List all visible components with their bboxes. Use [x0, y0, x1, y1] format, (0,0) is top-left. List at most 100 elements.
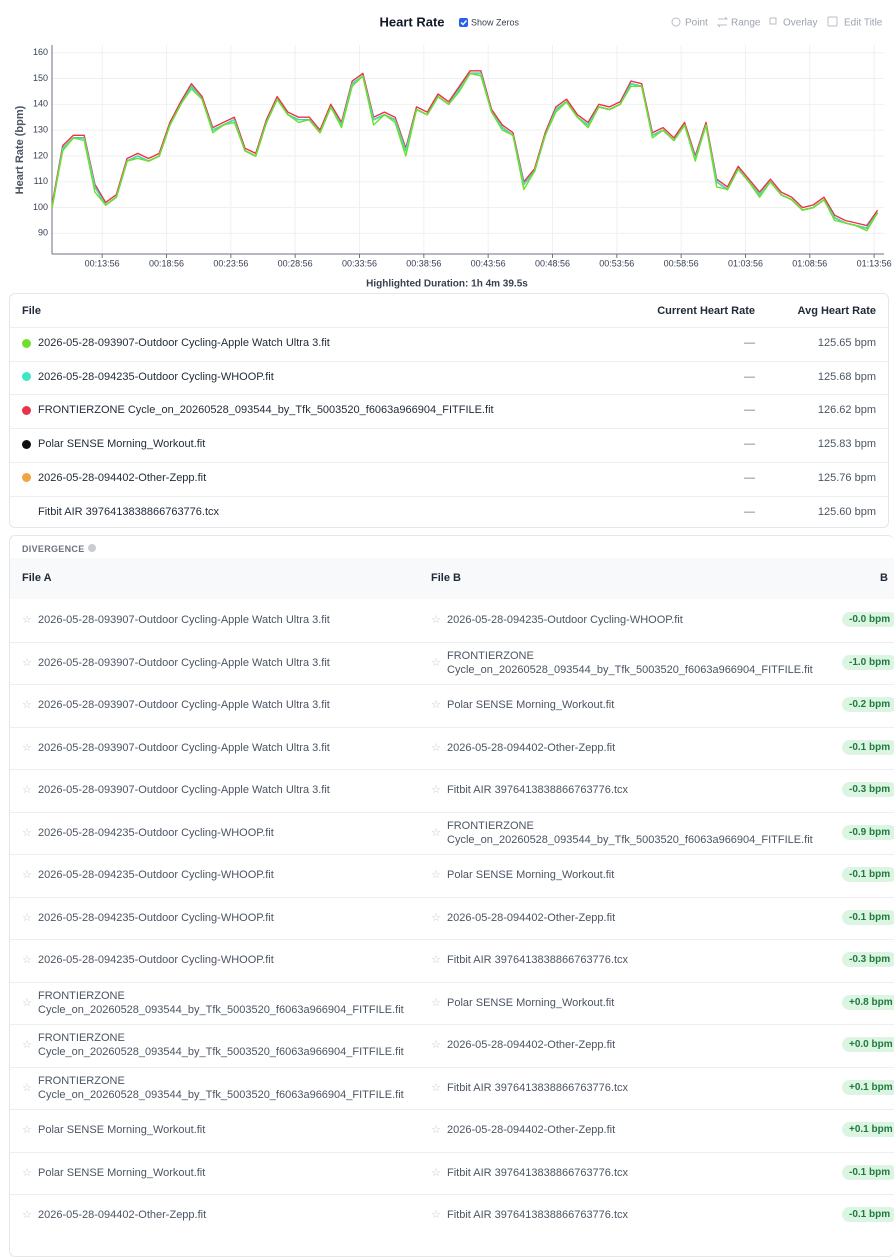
row-separator — [10, 394, 888, 396]
current-heart-rate: — — [744, 370, 755, 383]
file-a: FRONTIERZONE Cycle_on_20260528_093544_by… — [38, 1032, 404, 1058]
y-tick-label: 140 — [33, 99, 48, 109]
bias-badge: +0.0 bpm — [842, 1037, 894, 1052]
star-button[interactable]: ☆ — [22, 1166, 32, 1179]
current-heart-rate: — — [744, 404, 755, 417]
file-a: 2026-05-28-094235-Outdoor Cycling-WHOOP.… — [38, 869, 274, 881]
file-b: Fitbit AIR 3976413838866763776.tcx — [447, 1166, 629, 1179]
star-button[interactable]: ☆ — [431, 784, 441, 796]
avg-heart-rate: 125.68 bpm — [817, 370, 876, 383]
help-icon — [88, 544, 96, 552]
star-button[interactable]: ☆ — [431, 1039, 441, 1051]
row-separator — [10, 461, 888, 463]
y-tick-label: 90 — [38, 228, 48, 238]
bias-badge: -1.0 bpm — [842, 654, 894, 670]
star-button[interactable]: ☆ — [22, 1124, 32, 1136]
checkbox-label[interactable]: Show Zeros — [471, 17, 520, 27]
star-button[interactable]: ☆ — [431, 1081, 441, 1094]
star-button[interactable]: ☆ — [22, 869, 32, 881]
avg-heart-rate: 125.60 bpm — [817, 505, 876, 518]
x-tick-label: 01:13:56 — [857, 258, 892, 268]
file-a: 2026-05-28-094235-Outdoor Cycling-WHOOP.… — [38, 911, 274, 924]
file-b: FRONTIERZONE Cycle_on_20260528_093544_by… — [447, 819, 813, 846]
toolbar-action[interactable]: Range — [731, 18, 761, 29]
file-b: 2026-05-28-094402-Other-Zepp.fit — [447, 911, 616, 924]
x-tick-label: 00:48:56 — [535, 258, 570, 268]
star-button[interactable]: ☆ — [22, 656, 32, 669]
star-button[interactable]: ☆ — [431, 954, 441, 966]
check-mark — [460, 20, 468, 26]
star-button[interactable]: ☆ — [22, 1209, 32, 1221]
star-button[interactable]: ☆ — [431, 996, 441, 1009]
current-heart-rate: — — [744, 471, 755, 484]
star-button[interactable]: ☆ — [22, 699, 32, 711]
star-button[interactable]: ☆ — [22, 741, 32, 754]
star-button[interactable]: ☆ — [22, 996, 32, 1009]
file-b: Fitbit AIR 3976413838866763776.tcx — [447, 784, 629, 796]
column-header: Avg Heart Rate — [797, 305, 876, 317]
row-separator — [10, 1194, 894, 1195]
toolbar-action[interactable]: Overlay — [783, 18, 817, 29]
toolbar-action[interactable]: Edit Title — [844, 18, 883, 29]
row-separator — [10, 811, 894, 813]
checkbox[interactable] — [459, 18, 468, 27]
star-button[interactable]: ☆ — [22, 614, 32, 626]
bias-badge: -0.1 bpm — [842, 909, 894, 925]
series-line — [51, 72, 879, 229]
column-header: B — [880, 572, 888, 584]
star-button[interactable]: ☆ — [431, 869, 441, 881]
range-icon — [716, 16, 729, 28]
file-b: Polar SENSE Morning_Workout.fit — [447, 699, 615, 711]
bias-badge: -0.3 bpm — [842, 782, 894, 797]
x-axis-label: Highlighted Duration: 1h 4m 39.5s — [366, 279, 528, 290]
star-button[interactable]: ☆ — [22, 784, 32, 796]
file-name: 2026-05-28-094402-Other-Zepp.fit — [38, 471, 207, 484]
file-name: 2026-05-28-094235-Outdoor Cycling-WHOOP.… — [38, 370, 274, 383]
star-button[interactable]: ☆ — [22, 911, 32, 924]
y-tick-label: 110 — [34, 176, 48, 186]
page: Heart Rate Show Zeros Point Range Overla… — [9, 14, 894, 1257]
row-separator — [10, 981, 894, 983]
bias-badge: -0.1 bpm — [842, 739, 894, 755]
star-button[interactable]: ☆ — [22, 1081, 32, 1094]
row-separator — [10, 1024, 894, 1025]
y-tick-label: 150 — [33, 73, 48, 83]
star-button[interactable]: ☆ — [431, 699, 441, 711]
file-a: 2026-05-28-093907-Outdoor Cycling-Apple … — [38, 699, 330, 711]
row-separator — [10, 939, 894, 940]
series-line — [51, 72, 879, 229]
star-button[interactable]: ☆ — [431, 656, 441, 669]
file-b: 2026-05-28-094402-Other-Zepp.fit — [447, 741, 616, 754]
series-line — [51, 72, 879, 229]
overlay-icon — [769, 17, 777, 25]
row-separator — [10, 360, 888, 362]
file-a: 2026-05-28-094402-Other-Zepp.fit — [38, 1209, 207, 1221]
toolbar-action[interactable]: Point — [685, 18, 708, 29]
row-separator — [10, 684, 894, 685]
star-button[interactable]: ☆ — [22, 954, 32, 966]
file-a: FRONTIERZONE Cycle_on_20260528_093544_by… — [38, 989, 404, 1016]
star-button[interactable]: ☆ — [431, 1166, 441, 1179]
file-a: 2026-05-28-093907-Outdoor Cycling-Apple … — [38, 741, 330, 754]
section-title: DIVERGENCE — [22, 544, 85, 554]
star-button[interactable]: ☆ — [431, 1209, 441, 1221]
star-button[interactable]: ☆ — [22, 1039, 32, 1051]
star-button[interactable]: ☆ — [431, 826, 441, 839]
file-a: 2026-05-28-093907-Outdoor Cycling-Apple … — [38, 656, 330, 669]
bias-badge: +0.1 bpm — [842, 1079, 894, 1095]
column-header: File B — [431, 572, 461, 584]
file-a: 2026-05-28-094235-Outdoor Cycling-WHOOP.… — [38, 954, 274, 966]
current-heart-rate: — — [744, 337, 755, 349]
y-tick-label: 130 — [33, 125, 48, 135]
star-button[interactable]: ☆ — [22, 826, 32, 839]
x-tick-label: 00:53:56 — [599, 258, 634, 268]
file-a: FRONTIERZONE Cycle_on_20260528_093544_by… — [38, 1074, 404, 1101]
star-button[interactable]: ☆ — [431, 741, 441, 754]
x-tick-label: 00:23:56 — [213, 258, 248, 268]
legend-dot — [22, 372, 31, 382]
column-header: File — [22, 305, 41, 317]
row-separator — [10, 428, 888, 430]
star-button[interactable]: ☆ — [431, 614, 441, 626]
star-button[interactable]: ☆ — [431, 911, 441, 924]
star-button[interactable]: ☆ — [431, 1124, 441, 1136]
